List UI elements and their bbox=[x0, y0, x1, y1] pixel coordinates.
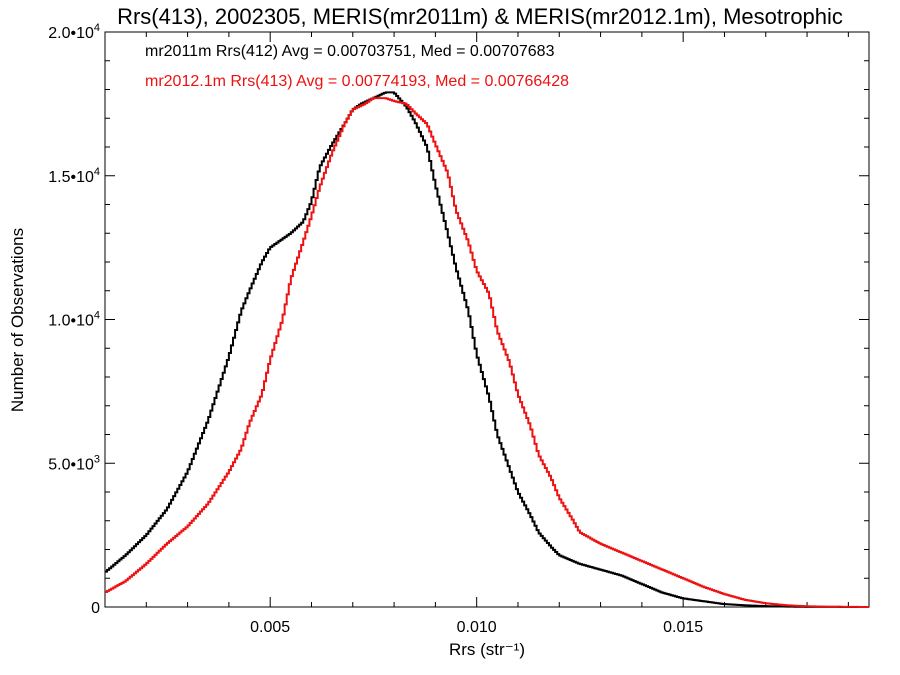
y-axis-label: Number of Observations bbox=[8, 228, 27, 412]
y-axis-ticks: 0 5.0•103 1.0•104 1.5•104 2.0•104 bbox=[48, 22, 869, 617]
series-layer bbox=[105, 91, 869, 608]
series-line-mr2012.1m bbox=[105, 97, 869, 608]
legend-entry-mr2012.1m: mr2012.1m Rrs(413) Avg = 0.00774193, Med… bbox=[145, 73, 569, 90]
x-axis-ticks: 0.005 0.010 0.015 bbox=[145, 32, 849, 636]
y-tick-label: 0 bbox=[91, 600, 100, 617]
y-tick-label: 1.0•104 bbox=[48, 310, 100, 330]
y-tick-label: 5.0•103 bbox=[48, 453, 100, 473]
x-tick-label: 0.010 bbox=[457, 619, 497, 636]
y-tick-label: 1.5•104 bbox=[48, 166, 100, 186]
x-axis-label: Rrs (str⁻¹) bbox=[449, 640, 525, 659]
legend-entry-mr2011m: mr2011m Rrs(412) Avg = 0.00703751, Med =… bbox=[145, 43, 555, 60]
legend: mr2011m Rrs(412) Avg = 0.00703751, Med =… bbox=[145, 43, 569, 90]
chart-title: Rrs(413), 2002305, MERIS(mr2011m) & MERI… bbox=[117, 4, 843, 29]
x-tick-label: 0.005 bbox=[250, 619, 290, 636]
x-tick-label: 0.015 bbox=[663, 619, 703, 636]
y-tick-label: 2.0•104 bbox=[48, 22, 100, 42]
series-line-mr2011m bbox=[105, 91, 869, 608]
plot-frame bbox=[104, 31, 870, 608]
